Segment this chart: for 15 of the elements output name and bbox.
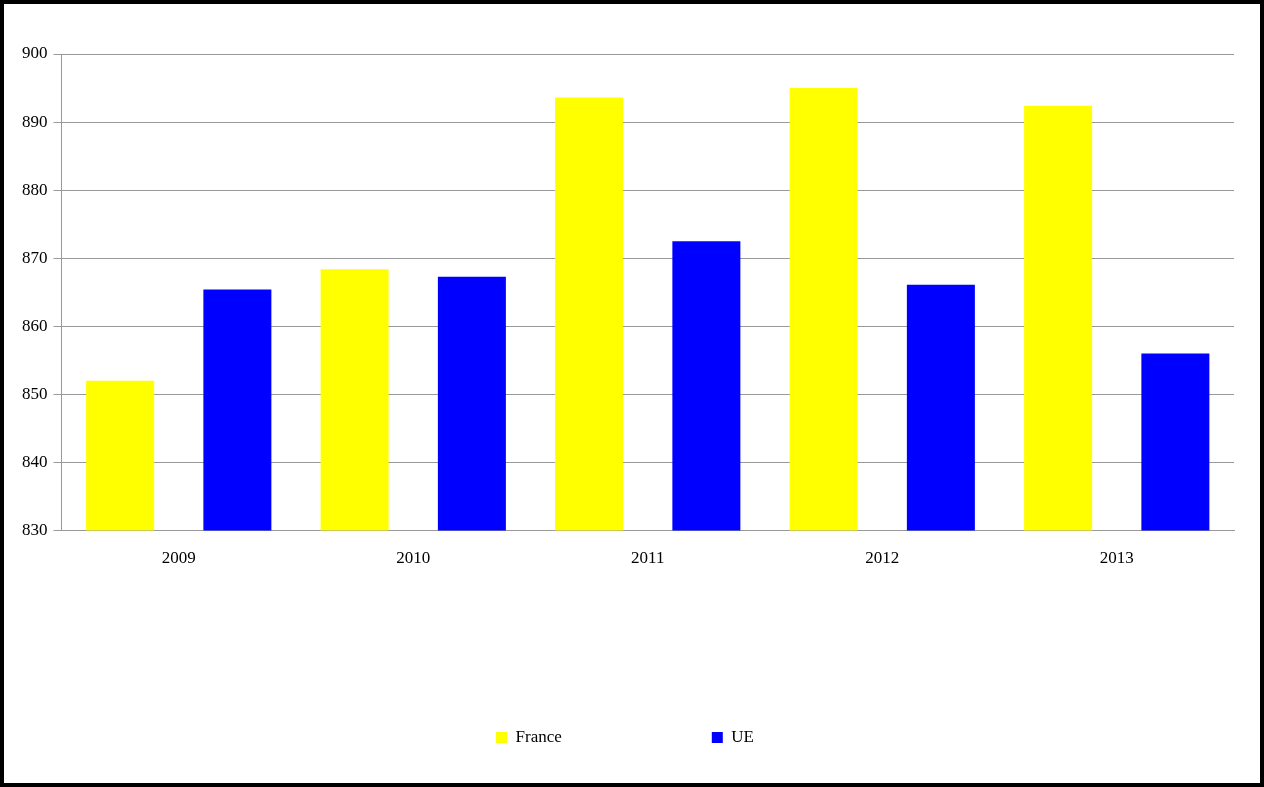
x-tick-label: 2011: [631, 548, 665, 568]
y-tick-label: 830: [22, 520, 48, 540]
legend-label: France: [515, 726, 562, 746]
x-tick-label: 2013: [1099, 548, 1134, 568]
x-tick-label: 2012: [865, 548, 900, 568]
x-tick-label: 2010: [396, 548, 431, 568]
y-tick-label: 840: [22, 451, 48, 471]
y-tick-label: 850: [22, 383, 48, 403]
y-tick-label: 880: [22, 179, 48, 199]
y-tick-label: 890: [22, 111, 48, 131]
x-tick-label: 2009: [161, 548, 196, 568]
legend-label: UE: [731, 726, 754, 746]
y-tick-label: 900: [22, 43, 48, 63]
y-tick-label: 860: [22, 315, 48, 335]
y-tick-label: 870: [22, 247, 48, 267]
